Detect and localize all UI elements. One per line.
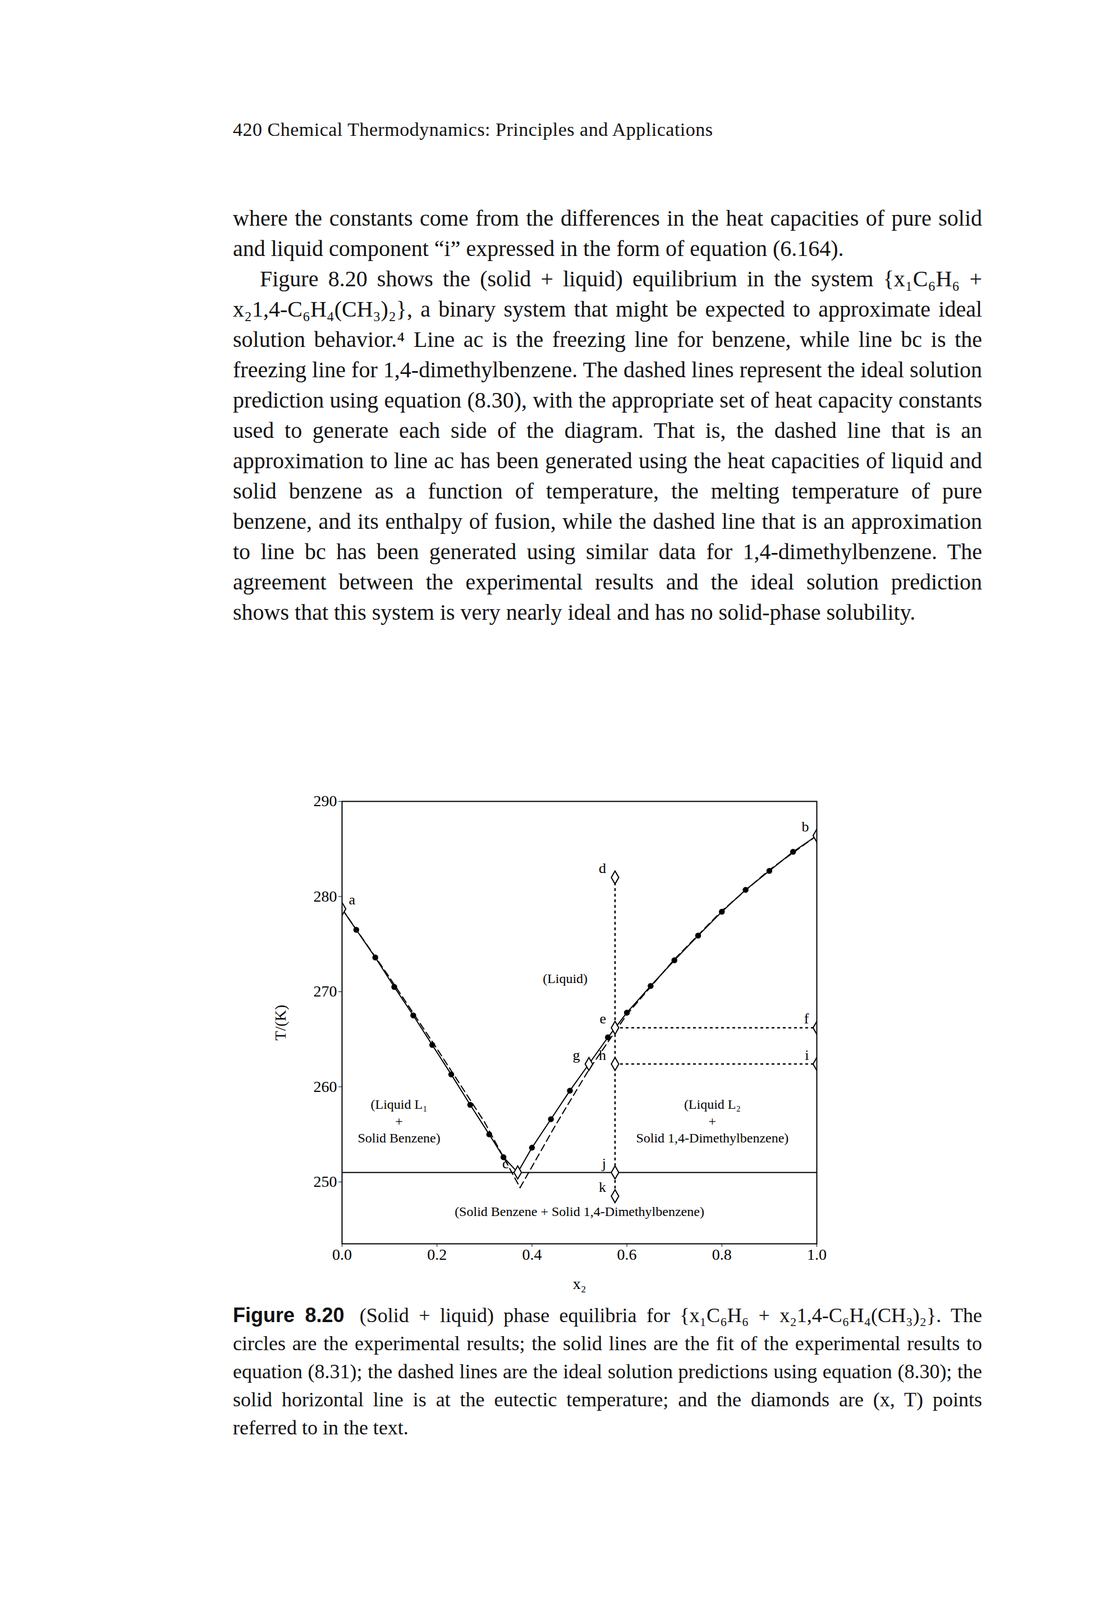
html-text:Figure 8.20 (Solid + liquid) p: Figure 8.20 (Solid + liquid) phase equil… <box>232 1303 983 1439</box>
svg-text:a: a <box>349 891 356 908</box>
svg-text:0.2: 0.2 <box>427 1245 447 1263</box>
svg-text:e: e <box>599 1010 607 1027</box>
svg-text:d: d <box>598 859 607 877</box>
svg-text:(Liquid): (Liquid) <box>542 970 588 986</box>
svg-text:f: f <box>804 1010 810 1027</box>
svg-text:h: h <box>598 1046 607 1063</box>
svg-text:i: i <box>804 1046 809 1063</box>
svg-text:0.0: 0.0 <box>332 1245 352 1263</box>
svg-text:0.8: 0.8 <box>712 1245 732 1263</box>
html-text:Figure 8.20 shows the (solid +: Figure 8.20 shows the (solid + liquid) e… <box>232 266 983 625</box>
svg-text:250: 250 <box>313 1172 338 1190</box>
svg-text:c: c <box>502 1154 509 1172</box>
svg-text:280: 280 <box>313 887 338 905</box>
svg-text:270: 270 <box>313 982 338 1000</box>
svg-text:T/(K): T/(K) <box>271 1004 290 1041</box>
svg-text:b: b <box>801 818 810 835</box>
svg-text:j: j <box>601 1154 607 1172</box>
svg-text:k: k <box>598 1178 607 1195</box>
svg-text:x₂: x₂ <box>572 1274 587 1292</box>
html-text:where the constants come from: where the constants come from the differ… <box>232 205 983 261</box>
svg-text:260: 260 <box>313 1077 338 1095</box>
svg-text:0.6: 0.6 <box>617 1245 637 1263</box>
svg-text:0.4: 0.4 <box>521 1245 542 1263</box>
svg-text:(Liquid L₁+Solid Benzene): (Liquid L₁+Solid Benzene) <box>357 1096 440 1145</box>
svg-text:g: g <box>572 1046 580 1063</box>
svg-text:1.0: 1.0 <box>806 1245 827 1263</box>
html-text:420 Chemical Thermodynamics: P: 420 Chemical Thermodynamics: Principles … <box>232 118 713 140</box>
svg-text:(Liquid L₂+Solid 1,4-Dimethylb: (Liquid L₂+Solid 1,4-Dimethylbenzene) <box>635 1096 789 1145</box>
svg-text:290: 290 <box>313 791 338 810</box>
svg-text:(Solid Benzene + Solid 1,4-Dim: (Solid Benzene + Solid 1,4-Dimethylbenze… <box>454 1203 705 1219</box>
